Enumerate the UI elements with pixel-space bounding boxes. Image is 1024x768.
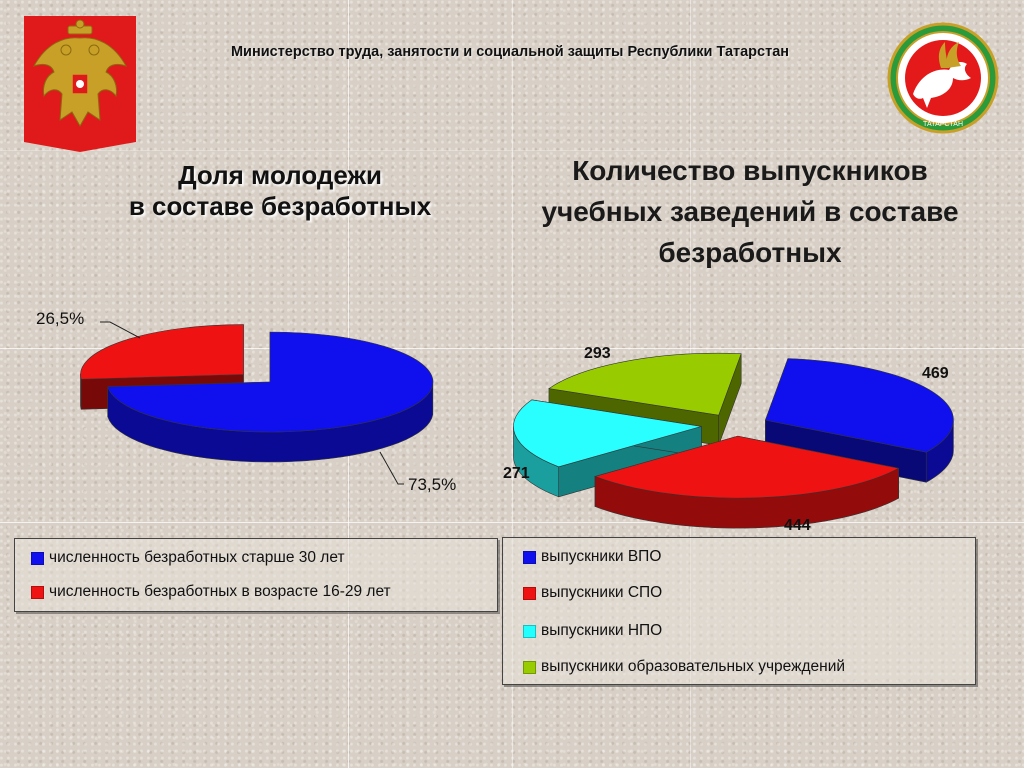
- legend-label: выпускники ВПО: [541, 548, 662, 565]
- pie-slice-1: [765, 358, 954, 483]
- pie-slice-top: [513, 399, 702, 468]
- legend-label: численность безработных в возрасте 16-29…: [49, 583, 391, 600]
- pie-slice-3: [513, 399, 702, 498]
- tatarstan-coat-of-arms-icon: ТАТАРСТАН: [887, 22, 999, 134]
- legend-item-npo: выпускники НПО: [523, 622, 662, 640]
- legend-swatch-green: [523, 660, 536, 674]
- legend-swatch-cyan: [523, 624, 536, 638]
- right-chart-title-line1: Количество выпускников: [572, 155, 928, 186]
- legend-swatch-blue: [31, 551, 44, 565]
- right-chart-title-line3: безработных: [658, 237, 842, 268]
- russia-coat-of-arms-icon: [24, 16, 136, 152]
- data-label-26-5: 26,5%: [36, 309, 84, 328]
- data-label-444: 444: [784, 517, 811, 534]
- pie-slice-top: [80, 324, 244, 380]
- legend-label: выпускники НПО: [541, 622, 663, 639]
- pie-slice-2: [594, 435, 900, 529]
- legend-swatch-blue: [523, 550, 536, 564]
- leader-line-26: [100, 321, 141, 339]
- data-label-271: 271: [503, 465, 530, 482]
- legend-item-over-30: численность безработных старше 30 лет: [31, 549, 345, 567]
- pie-slice-top: [107, 331, 434, 433]
- ministry-title: Министерство труда, занятости и социальн…: [230, 44, 790, 60]
- legend-item-16-29: численность безработных в возрасте 16-29…: [31, 583, 391, 601]
- legend-item-edu: выпускники образовательных учреждений: [523, 658, 845, 676]
- legend-swatch-red: [523, 586, 536, 600]
- pie-slice-1: [107, 331, 434, 463]
- grid-line-h1: [0, 348, 1024, 349]
- pie-slice-top: [765, 358, 954, 453]
- left-chart-title: Доля молодежи в составе безработных: [60, 160, 500, 222]
- legend-item-vpo: выпускники ВПО: [523, 548, 661, 566]
- graduates-pie: [513, 352, 954, 529]
- left-chart-title-line2: в составе безработных: [128, 191, 432, 221]
- legend-right: выпускники ВПО выпускники СПО выпускники…: [502, 537, 976, 685]
- grid-line-h3: [0, 150, 1024, 151]
- grid-line-v2: [512, 0, 513, 768]
- legend-label: выпускники СПО: [541, 584, 663, 601]
- legend-left: численность безработных старше 30 лет чи…: [14, 538, 498, 612]
- right-chart-title-line2: учебных заведений в составе: [541, 196, 959, 227]
- legend-label: выпускники образовательных учреждений: [541, 658, 846, 675]
- leader-line-73: [379, 451, 404, 485]
- pie-slice-top: [548, 352, 742, 416]
- data-label-469: 469: [922, 365, 949, 382]
- legend-label: численность безработных старше 30 лет: [49, 549, 345, 566]
- legend-item-spo: выпускники СПО: [523, 584, 662, 602]
- right-chart-title: Количество выпускников учебных заведений…: [500, 150, 1000, 273]
- grid-line-h2: [0, 522, 1024, 523]
- legend-swatch-red: [31, 585, 44, 599]
- tatarstan-emblem-label: ТАТАРСТАН: [923, 121, 963, 128]
- youth-share-pie: [80, 324, 434, 463]
- data-label-293: 293: [584, 345, 611, 362]
- data-label-73-5: 73,5%: [408, 475, 456, 494]
- left-chart-title-line1: Доля молодежи: [178, 160, 382, 190]
- pie-slice-top: [594, 435, 900, 499]
